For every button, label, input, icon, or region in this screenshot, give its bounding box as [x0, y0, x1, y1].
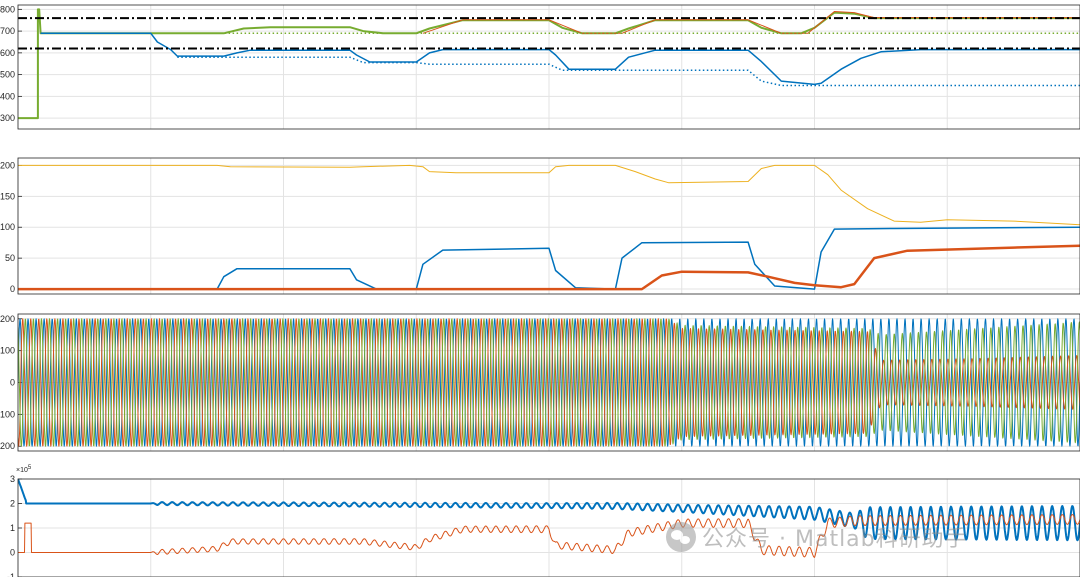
series-line-0 — [18, 164, 1080, 226]
y-tick-label-2: 500 — [0, 70, 15, 80]
axes-frame — [17, 313, 1080, 452]
series-line-0 — [18, 479, 1080, 542]
watermark-text: 公众号 · Matlab科研助手 — [702, 527, 968, 552]
axes-1-voltage: 300 400 500 600 700 800 — [0, 4, 1080, 130]
series-group — [18, 318, 1080, 447]
y-axis-exponent: ×105 — [16, 465, 32, 474]
y-tick-label-1: 50 — [5, 253, 15, 263]
y-tick-label-0: 0 — [10, 284, 15, 294]
y-tick-label-3: 150 — [0, 191, 15, 201]
y-tick-label-0: -1 — [7, 572, 15, 577]
series-line-2 — [18, 318, 1080, 447]
y-tick-label-2: 0 — [10, 378, 15, 388]
series-line-1 — [18, 226, 1080, 290]
y-tick-label-4: 700 — [0, 26, 15, 36]
y-tick-label-1: 400 — [0, 91, 15, 101]
y-tick-label-3: 2 — [10, 499, 15, 509]
series-line-2 — [18, 244, 1080, 291]
axes-frame — [17, 4, 1080, 130]
series-line-4 — [177, 56, 1080, 87]
y-tick-label-4: 3 — [10, 474, 15, 484]
y-tick-label-1: -100 — [0, 409, 15, 419]
series-line-3 — [40, 32, 1080, 86]
watermark: 公众号 · Matlab科研助手 — [666, 520, 968, 554]
series-line-1 — [422, 11, 1080, 34]
y-tick-label-3: 100 — [0, 346, 15, 356]
axes-frame — [17, 478, 1080, 577]
y-tick-label-3: 600 — [0, 48, 15, 58]
y-tick-label-0: -200 — [0, 441, 15, 451]
series-line-1 — [18, 514, 1080, 558]
series-line-1 — [18, 318, 1080, 447]
axes-2-power: 0 50 100 150 200 — [0, 157, 1080, 295]
y-tick-label-1: 0 — [10, 548, 15, 558]
series-group — [18, 164, 1080, 291]
series-group — [18, 479, 1080, 558]
axes-3-three-phase-current: -200 -100 0 100 200 — [0, 313, 1080, 452]
series-group — [18, 8, 1080, 120]
y-tick-label-2: 100 — [0, 222, 15, 232]
y-tick-label-0: 300 — [0, 113, 15, 123]
y-tick-label-4: 200 — [0, 314, 15, 324]
y-tick-label-2: 1 — [10, 523, 15, 533]
wechat-logo-icon — [666, 522, 696, 552]
axes-4-torque: -1 0 1 2 3×105 — [7, 465, 1080, 577]
y-tick-label-5: 800 — [0, 4, 15, 14]
axes-frame — [17, 157, 1080, 295]
series-line-0 — [18, 318, 1080, 447]
y-tick-label-4: 200 — [0, 160, 15, 170]
